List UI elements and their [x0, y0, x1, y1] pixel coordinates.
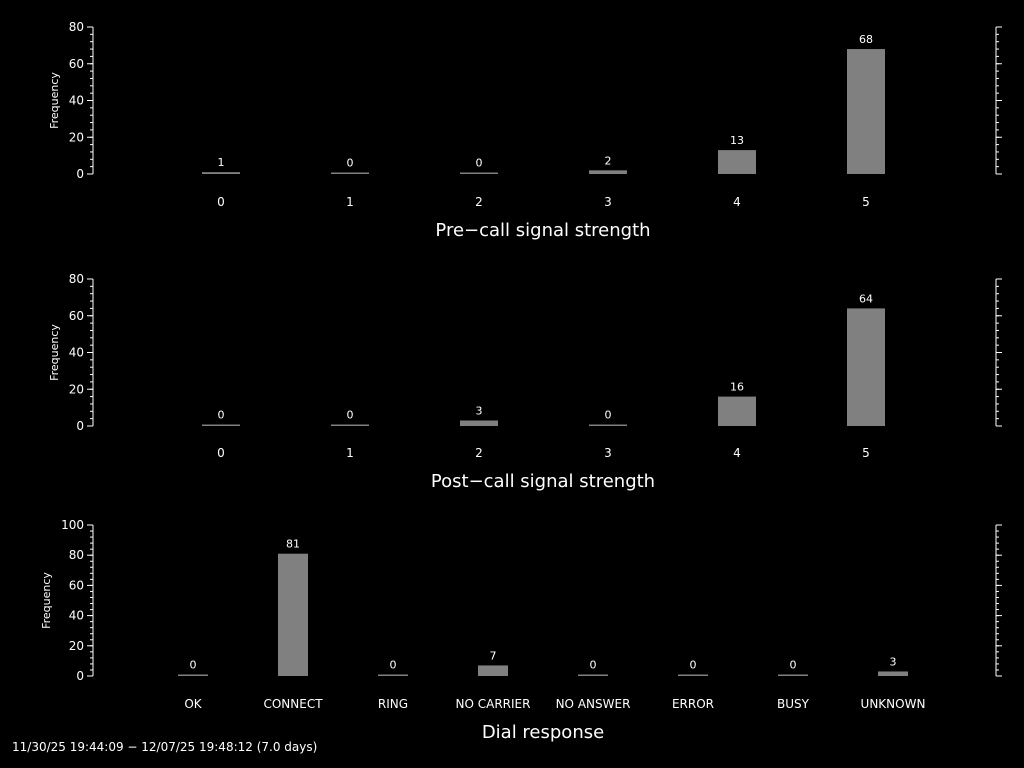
bar [378, 674, 408, 676]
y-tick-label: 60 [69, 578, 84, 592]
y-tick-label: 60 [69, 309, 84, 323]
y-tick-label: 0 [76, 669, 84, 683]
bar [278, 553, 308, 676]
category-label: CONNECT [263, 697, 323, 711]
category-label: ERROR [672, 697, 714, 711]
bar-value-label: 1 [218, 156, 225, 169]
date-range-footer: 11/30/25 19:44:09 − 12/07/25 19:48:12 (7… [12, 740, 318, 754]
y-tick-label: 0 [76, 419, 84, 433]
bar [331, 424, 369, 426]
category-label: 2 [475, 195, 483, 209]
bar-value-label: 0 [690, 659, 697, 672]
bar [478, 665, 508, 676]
y-axis-title: Frequency [48, 72, 61, 129]
category-label: 3 [604, 446, 612, 460]
y-tick-label: 40 [69, 346, 84, 360]
bar [178, 674, 208, 676]
category-label: 3 [604, 195, 612, 209]
bar-value-label: 16 [730, 381, 744, 394]
bar [589, 170, 627, 174]
y-tick-label: 60 [69, 57, 84, 71]
category-label: NO ANSWER [556, 697, 631, 711]
bar-value-label: 0 [476, 157, 483, 170]
category-label: NO CARRIER [456, 697, 531, 711]
y-tick-label: 40 [69, 609, 84, 623]
x-axis-title: Dial response [482, 722, 604, 743]
bar-value-label: 0 [190, 659, 197, 672]
y-tick-label: 80 [69, 548, 84, 562]
bar [778, 674, 808, 676]
category-label: 1 [346, 195, 354, 209]
bar-value-label: 3 [476, 404, 483, 417]
bar-value-label: 0 [590, 659, 597, 672]
y-tick-label: 20 [69, 382, 84, 396]
category-label: 0 [217, 446, 225, 460]
bar-value-label: 0 [390, 659, 397, 672]
bar-value-label: 0 [218, 409, 225, 422]
chart-panel-2: 020406080Frequency00013203164645Post−cal… [48, 272, 1002, 492]
bar [878, 671, 908, 676]
bar-value-label: 0 [790, 659, 797, 672]
y-tick-label: 20 [69, 639, 84, 653]
y-tick-label: 40 [69, 94, 84, 108]
chart-panel-3: 0 20 40 60 80 100 Frequency 0 OK 81 CONNECT 0 RING 7 N… [40, 518, 1002, 743]
y-tick-label: 80 [69, 20, 84, 34]
category-label: UNKNOWN [861, 697, 926, 711]
bar [331, 172, 369, 174]
y-tick-label: 20 [69, 130, 84, 144]
bar-value-label: 68 [859, 33, 873, 46]
bar-value-label: 3 [890, 655, 897, 668]
bar [460, 420, 498, 426]
bar-value-label: 0 [605, 409, 612, 422]
bar [202, 172, 240, 174]
bar-value-label: 2 [605, 154, 612, 167]
category-label: 4 [733, 446, 741, 460]
category-label: 2 [475, 446, 483, 460]
bar [460, 172, 498, 174]
bar [718, 396, 756, 426]
category-label: 4 [733, 195, 741, 209]
x-axis-title: Post−call signal strength [431, 471, 655, 492]
bar [847, 308, 885, 426]
bar [202, 424, 240, 426]
y-tick-label: 80 [69, 272, 84, 286]
bar [718, 150, 756, 174]
category-label: BUSY [777, 697, 810, 711]
chart-panel-1: 0 20 40 60 80 Frequency 1 0 0 1 0 2 2 3 13 4 68 5 Pre−call… [48, 20, 1002, 241]
bar [678, 674, 708, 676]
category-label: 5 [862, 195, 870, 209]
bar-value-label: 13 [730, 134, 744, 147]
category-label: RING [378, 697, 408, 711]
y-tick-label: 100 [61, 518, 84, 532]
category-label: OK [184, 697, 202, 711]
x-axis-title: Pre−call signal strength [435, 220, 650, 241]
bar-value-label: 0 [347, 157, 354, 170]
category-label: 5 [862, 446, 870, 460]
y-axis-title: Frequency [48, 324, 61, 381]
bar-value-label: 7 [490, 649, 497, 662]
y-tick-label: 0 [76, 167, 84, 181]
bar [847, 49, 885, 174]
bar-value-label: 0 [347, 409, 354, 422]
category-label: 1 [346, 446, 354, 460]
bar-value-label: 81 [286, 538, 300, 551]
y-axis-title: Frequency [40, 572, 53, 629]
category-label: 0 [217, 195, 225, 209]
bar [589, 424, 627, 426]
bar-value-label: 64 [859, 292, 873, 305]
bar [578, 674, 608, 676]
